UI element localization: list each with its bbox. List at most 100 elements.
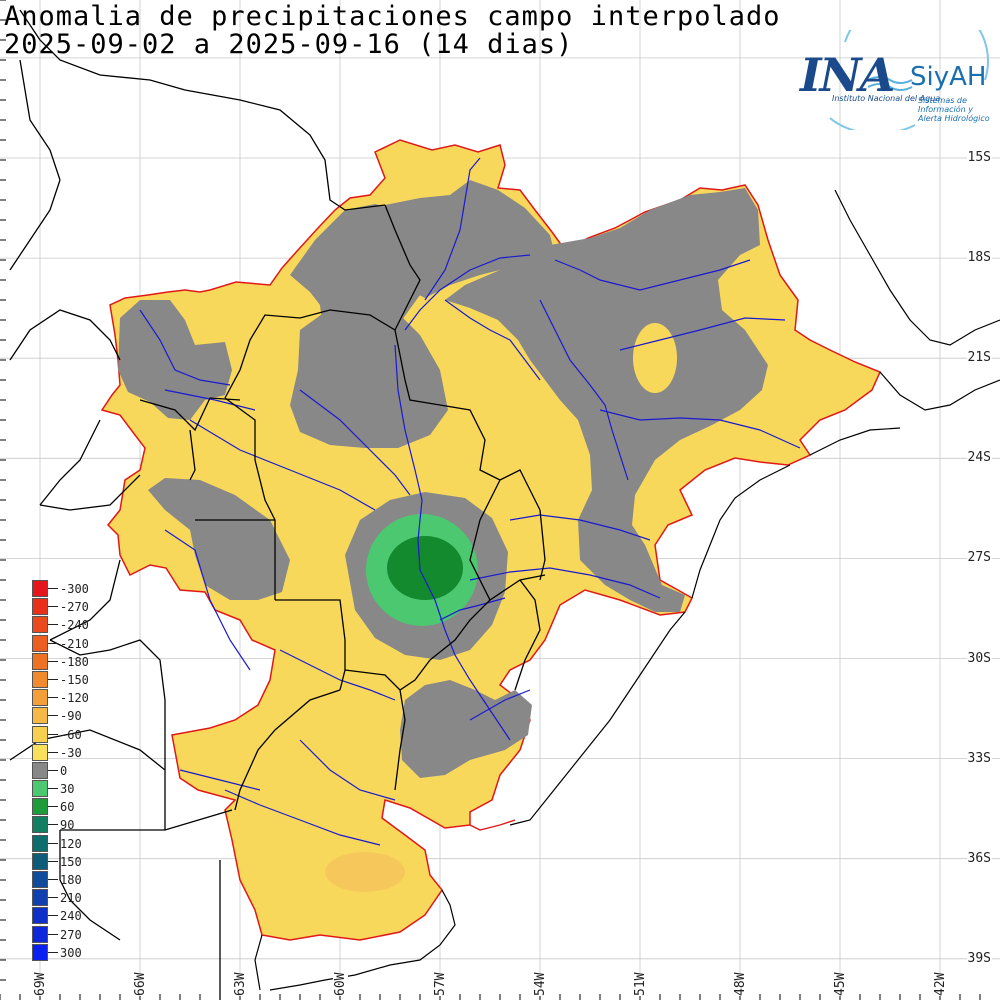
longitude-label: 51W xyxy=(633,972,648,996)
ina-siyah-logo: INA SiyAH Instituto Nacional del Agua Si… xyxy=(790,30,995,130)
legend-tick xyxy=(48,660,58,662)
legend-label: 30 xyxy=(60,782,75,797)
latitude-label: 18S xyxy=(966,250,992,266)
legend-label: 60 xyxy=(60,800,75,815)
longitude-label: 69W xyxy=(33,972,48,996)
legend-swatch xyxy=(32,725,48,743)
logo-arc xyxy=(829,30,990,130)
legend-label: 90 xyxy=(60,818,75,833)
legend-swatch xyxy=(32,889,48,907)
legend-tick xyxy=(48,915,58,917)
latitude-label: 24S xyxy=(966,450,992,466)
legend-swatch xyxy=(32,907,48,925)
legend-swatch xyxy=(32,943,48,961)
longitude-label: 48W xyxy=(733,972,748,996)
yellow-hole-northeast xyxy=(633,323,677,393)
legend-tick xyxy=(48,860,58,862)
legend-label: 150 xyxy=(60,854,82,869)
legend-label: -300 xyxy=(60,582,89,596)
latitude-label: 39S xyxy=(966,950,992,966)
map-title: Anomalia de precipitaciones campo interp… xyxy=(4,1,781,32)
legend-label: -60 xyxy=(60,727,82,742)
legend-tick xyxy=(48,824,58,826)
legend-swatch xyxy=(32,852,48,870)
legend-tick xyxy=(48,715,58,717)
logo-ina-text: INA xyxy=(800,48,895,102)
gray-region-north xyxy=(385,180,555,298)
legend-swatch xyxy=(32,689,48,707)
political-borders xyxy=(9,9,546,1000)
legend-tick xyxy=(48,678,58,680)
legend-label: 210 xyxy=(60,891,82,906)
legend-tick xyxy=(48,933,58,935)
latitude-label: 36S xyxy=(966,850,992,866)
legend-label: -270 xyxy=(60,600,89,615)
gray-region-litoral xyxy=(400,680,532,778)
legend-tick xyxy=(48,642,58,644)
legend-swatch xyxy=(32,598,48,616)
gray-region-west xyxy=(118,300,232,420)
latitude-label: 27S xyxy=(966,550,992,566)
legend-swatch xyxy=(32,834,48,852)
gray-region-northeast xyxy=(445,188,768,612)
legend-tick xyxy=(48,606,58,608)
legend-tick xyxy=(48,769,58,771)
legend-label: -30 xyxy=(60,745,82,760)
logo-siyah-text: SiyAH xyxy=(910,62,987,92)
legend-tick xyxy=(48,588,58,589)
legend-swatch xyxy=(32,761,48,779)
legend-label: 120 xyxy=(60,836,82,851)
legend-label: 0 xyxy=(60,763,68,778)
longitude-label: 60W xyxy=(333,972,348,996)
latitude-label: 33S xyxy=(966,750,992,766)
legend-label: 300 xyxy=(60,945,82,960)
anomaly-orange-patch xyxy=(325,852,405,892)
legend-swatch xyxy=(32,707,48,725)
legend-label: 180 xyxy=(60,873,82,887)
legend-tick xyxy=(48,951,58,953)
legend-tick xyxy=(48,624,58,626)
longitude-label: 66W xyxy=(133,972,148,996)
longitude-label: 45W xyxy=(833,972,848,996)
legend-swatch xyxy=(32,580,48,597)
legend-label: -210 xyxy=(60,636,89,651)
map-date-range: 2025-09-02 a 2025-09-16 (14 dias) xyxy=(4,29,574,60)
longitude-label: 57W xyxy=(433,972,448,996)
legend-label: -240 xyxy=(60,618,89,633)
legend-tick xyxy=(48,751,58,753)
latitude-label: 30S xyxy=(966,650,992,666)
legend-label: -120 xyxy=(60,691,89,706)
coastline xyxy=(254,189,1000,991)
legend-swatch xyxy=(32,871,48,888)
legend-label: -150 xyxy=(60,672,89,687)
anomaly-field xyxy=(100,139,882,941)
precip-zone-outline xyxy=(469,819,516,831)
legend-swatch xyxy=(32,925,48,943)
gray-region-southwest xyxy=(148,478,290,600)
legend-tick xyxy=(48,697,58,699)
legend-swatch xyxy=(32,780,48,798)
legend-tick xyxy=(48,806,58,808)
latitude-label: 21S xyxy=(966,350,992,366)
legend-swatch xyxy=(32,798,48,816)
legend-tick xyxy=(48,733,58,735)
legend-tick xyxy=(48,879,58,880)
gray-region-northwest xyxy=(290,204,425,322)
latitude-label: 15S xyxy=(966,150,992,165)
legend-label: -90 xyxy=(60,709,82,724)
positive-anomaly-60 xyxy=(387,536,463,600)
legend-label: 240 xyxy=(60,909,82,924)
legend-swatch xyxy=(32,743,48,761)
legend-swatch xyxy=(32,816,48,834)
longitude-label: 63W xyxy=(233,972,248,996)
legend-swatch xyxy=(32,652,48,670)
legend-swatch xyxy=(32,634,48,652)
rivers xyxy=(139,157,801,846)
legend-swatch xyxy=(32,616,48,634)
legend-tick xyxy=(48,842,58,844)
legend-swatch xyxy=(32,670,48,688)
longitude-label: 54W xyxy=(533,972,548,996)
logo-subtitle-institute: Instituto Nacional del Agua xyxy=(832,94,941,103)
legend-tick xyxy=(48,788,58,790)
